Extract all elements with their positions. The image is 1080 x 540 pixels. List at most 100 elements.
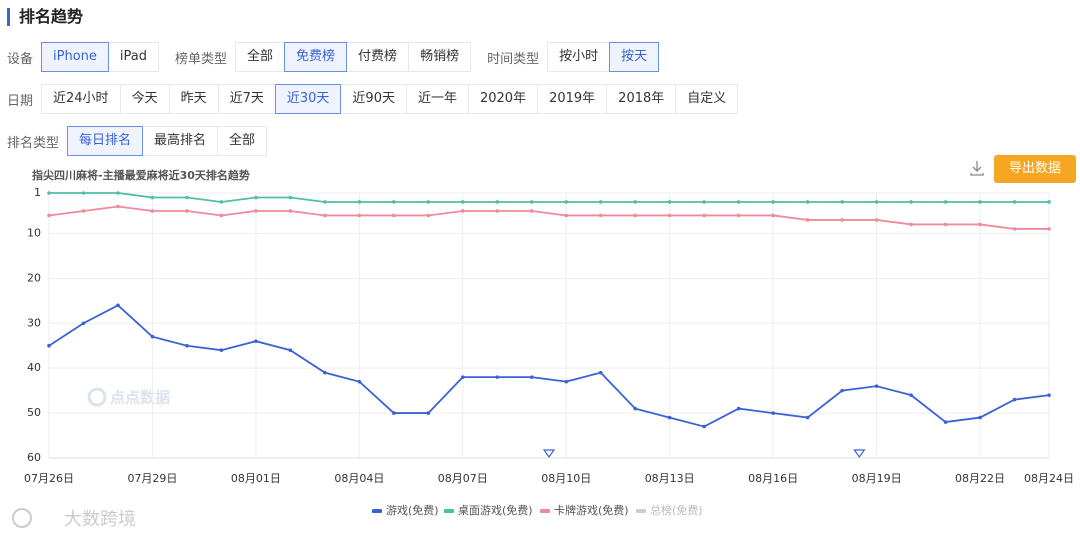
button-group: 每日排名 最高排名 全部 xyxy=(67,126,268,156)
section-title: 排名趋势 xyxy=(7,8,83,26)
point xyxy=(254,209,258,213)
filter-option[interactable]: 今天 xyxy=(119,84,170,114)
point xyxy=(323,200,327,204)
filter-row: 日期 近24小时 今天 昨天 近7天 近30天 近90天 近一年 2020年 2019年 2018年… xyxy=(7,84,754,114)
watermark: 点点数据 xyxy=(110,389,170,407)
point xyxy=(1012,200,1017,204)
point xyxy=(150,209,155,213)
point xyxy=(185,209,189,213)
filter-option[interactable]: 近24小时 xyxy=(41,84,121,114)
watermark-logo xyxy=(12,508,32,528)
legend-swatch xyxy=(444,509,454,513)
filter-option[interactable]: iPhone xyxy=(41,42,109,72)
legend-label[interactable]: 桌面游戏(免费) xyxy=(458,503,533,517)
filter-option[interactable]: 近7天 xyxy=(217,84,276,114)
point xyxy=(909,393,913,397)
filter-option[interactable]: 全部 xyxy=(217,126,268,156)
point xyxy=(81,321,86,326)
point xyxy=(943,222,948,227)
point xyxy=(736,200,741,204)
point xyxy=(1047,200,1051,204)
point xyxy=(771,200,775,204)
filter-option[interactable]: 全部 xyxy=(235,42,286,72)
point xyxy=(219,348,224,353)
point xyxy=(1047,393,1051,397)
legend-swatch xyxy=(636,509,646,513)
y-tick-label: 1 xyxy=(34,186,41,199)
point xyxy=(116,204,120,209)
filter-option[interactable]: 2019年 xyxy=(537,84,608,114)
filter-option[interactable]: 近30天 xyxy=(274,84,342,114)
legend-label[interactable]: 卡牌游戏(免费) xyxy=(554,503,629,517)
point xyxy=(288,195,293,200)
button-group: 按小时 按天 xyxy=(547,42,660,72)
point xyxy=(185,343,189,348)
filter-option[interactable]: 付费榜 xyxy=(346,42,410,72)
point xyxy=(736,213,741,218)
point xyxy=(667,213,672,218)
filter-option[interactable]: 按天 xyxy=(609,42,660,72)
point xyxy=(874,218,879,222)
point xyxy=(598,213,603,218)
point xyxy=(81,209,86,213)
point xyxy=(529,200,534,204)
filter-option[interactable]: 自定义 xyxy=(675,84,739,114)
point xyxy=(633,406,638,411)
legend-label[interactable]: 总榜(免费) xyxy=(650,503,703,517)
point xyxy=(1012,397,1017,402)
point xyxy=(288,209,293,213)
x-tick-label: 08月04日 xyxy=(334,472,384,485)
point xyxy=(357,379,362,384)
filter-option[interactable]: 2018年 xyxy=(606,84,677,114)
filter-option[interactable]: iPad xyxy=(107,42,159,72)
point xyxy=(805,415,810,420)
point xyxy=(598,370,603,375)
filter-option[interactable]: 昨天 xyxy=(168,84,219,114)
button-group: 近24小时 今天 昨天 近7天 近30天 近90天 近一年 2020年 2019年 2018年 自定… xyxy=(41,84,739,114)
filter-option[interactable]: 免费榜 xyxy=(284,42,348,72)
point xyxy=(1047,227,1051,231)
point xyxy=(702,213,706,218)
point xyxy=(460,209,465,213)
point xyxy=(564,200,569,204)
point xyxy=(736,406,741,411)
point xyxy=(47,343,51,348)
point xyxy=(978,200,982,204)
point xyxy=(1012,227,1017,231)
point xyxy=(840,200,844,204)
download-icon[interactable] xyxy=(970,161,984,176)
y-tick-label: 40 xyxy=(27,361,41,374)
filter-option[interactable]: 2020年 xyxy=(467,84,539,114)
filter-row: 排名类型 每日排名 最高排名 全部 xyxy=(7,126,283,156)
point xyxy=(702,200,706,204)
point xyxy=(150,334,155,339)
point xyxy=(805,200,810,204)
export-button[interactable]: 导出数据 xyxy=(994,155,1076,183)
filter-option[interactable]: 近一年 xyxy=(405,84,469,114)
point xyxy=(771,411,775,415)
filter-option[interactable]: 畅销榜 xyxy=(408,42,472,72)
filter-option[interactable]: 每日排名 xyxy=(67,126,144,156)
point xyxy=(219,200,224,204)
filter-option[interactable]: 按小时 xyxy=(547,42,611,72)
filter-label: 排名类型 xyxy=(7,135,60,151)
button-group: 全部 免费榜 付费榜 畅销榜 xyxy=(235,42,472,72)
point xyxy=(185,195,189,200)
legend-swatch xyxy=(372,509,382,513)
point xyxy=(495,200,500,204)
point xyxy=(840,218,844,222)
point xyxy=(529,375,534,379)
point xyxy=(426,200,431,204)
filter-option[interactable]: 近90天 xyxy=(340,84,407,114)
point xyxy=(81,191,86,195)
y-tick-label: 10 xyxy=(27,226,41,239)
point xyxy=(495,375,500,379)
point xyxy=(47,213,51,218)
point xyxy=(323,213,327,218)
filter-option[interactable]: 最高排名 xyxy=(142,126,219,156)
legend-label[interactable]: 游戏(免费) xyxy=(386,503,439,517)
filter-label: 设备 xyxy=(7,51,34,67)
point xyxy=(426,411,431,415)
series-line xyxy=(49,192,1049,203)
